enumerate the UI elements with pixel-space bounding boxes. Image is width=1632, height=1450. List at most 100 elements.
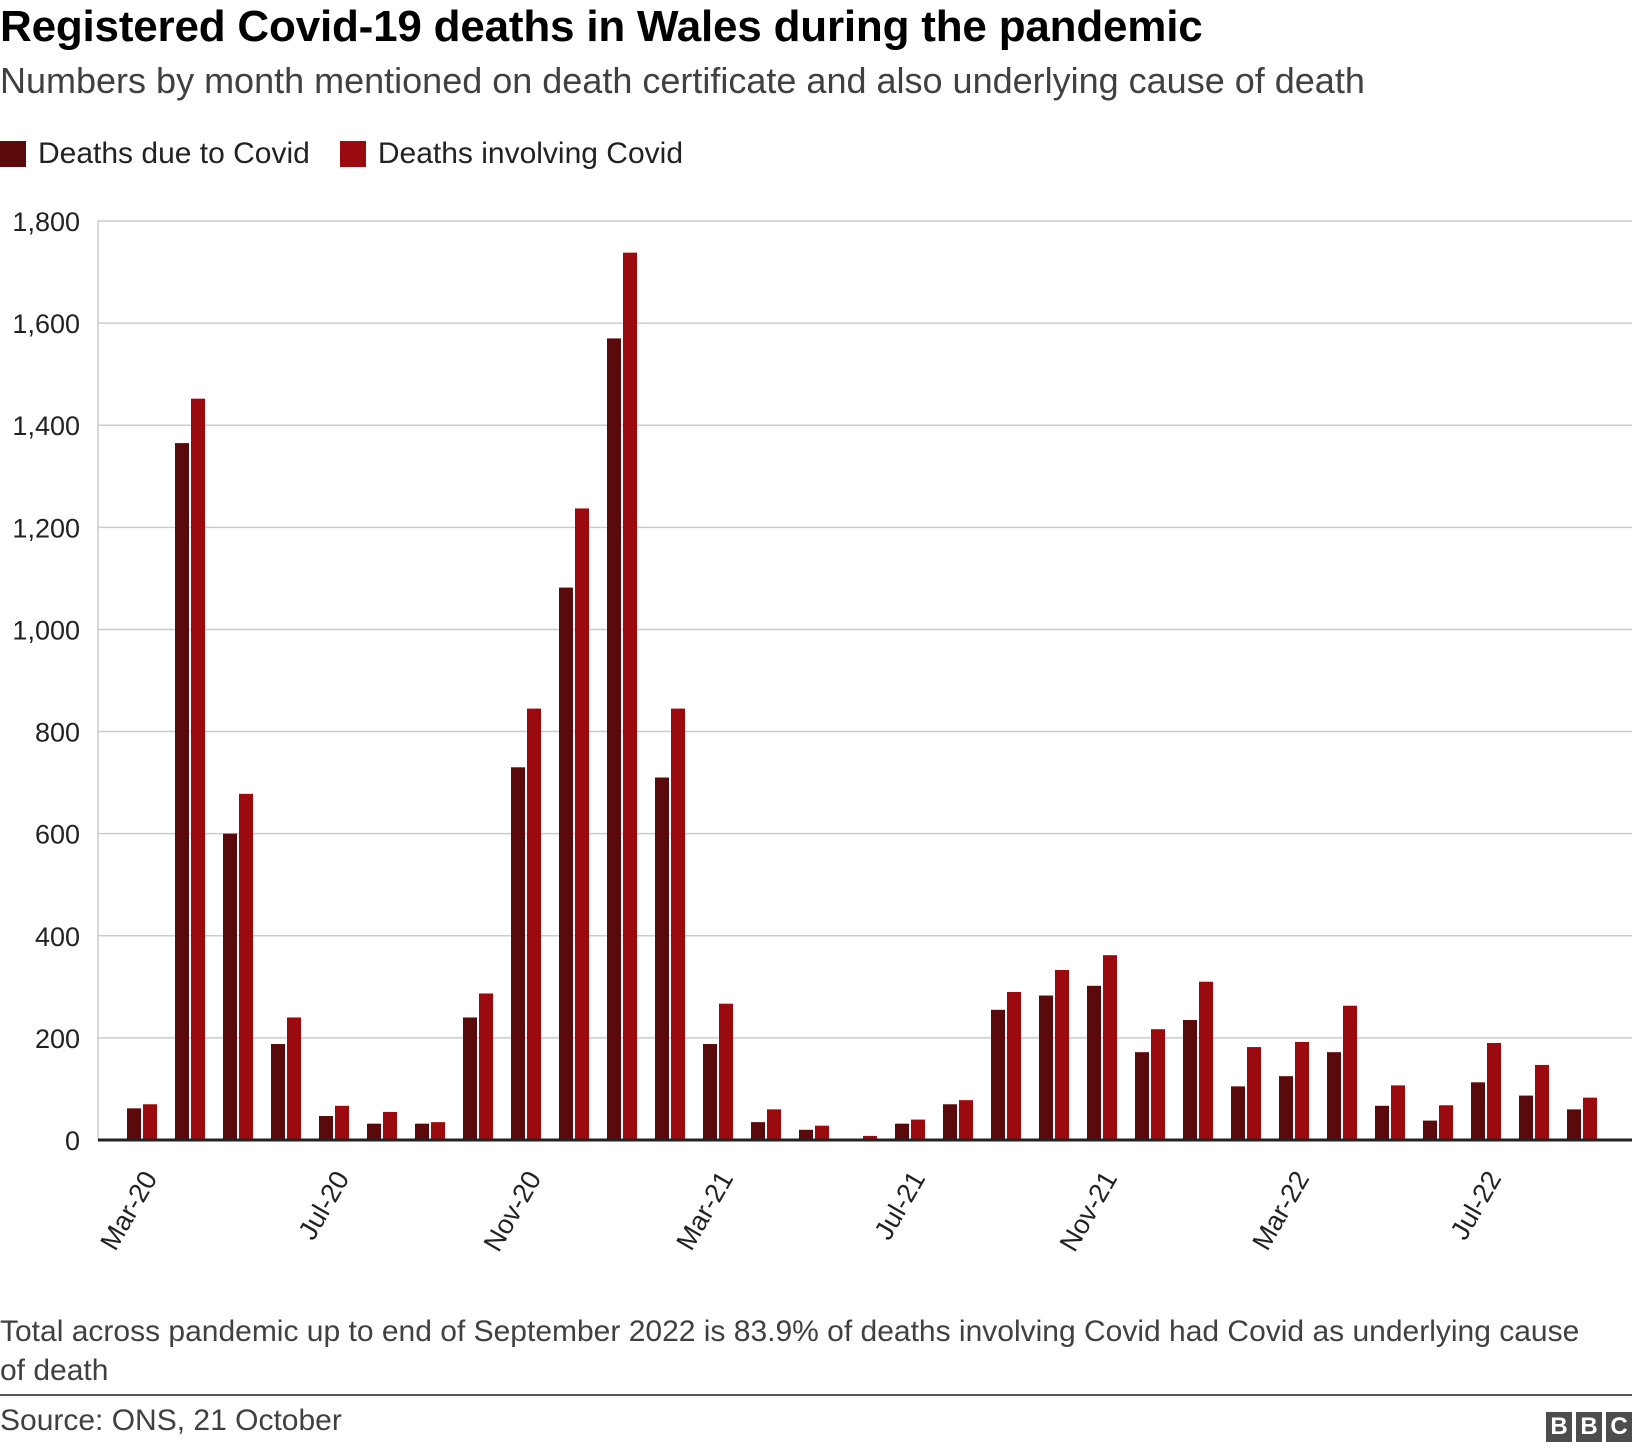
bar-involving [383, 1111, 397, 1140]
bar-due [895, 1123, 909, 1140]
bar-involving [863, 1135, 877, 1140]
bar-involving [1391, 1085, 1405, 1140]
bar-due [367, 1123, 381, 1140]
bar-involving [1295, 1041, 1309, 1140]
bar-involving [527, 708, 541, 1140]
y-tick-label: 1,400 [12, 411, 80, 441]
x-tick-label: Nov-21 [1054, 1166, 1124, 1256]
bar-due [1135, 1052, 1149, 1140]
x-axis-ticks: Mar-20 Jul-20 Nov-20 Mar-21 Jul-21 Nov-21 Mar-… [94, 1166, 1507, 1256]
bar-due [559, 587, 573, 1140]
x-tick-label: Jul-22 [1444, 1166, 1507, 1245]
bar-due [1567, 1109, 1581, 1140]
y-tick-label: 1,800 [12, 207, 80, 237]
y-tick-label: 800 [35, 718, 80, 748]
bar-due [1279, 1076, 1293, 1140]
bar-involving [1439, 1105, 1453, 1140]
x-tick-label: Mar-21 [670, 1166, 739, 1255]
bar-chart: 0 200 400 600 800 1,000 1,200 1,400 1,600 1,800 M… [12, 207, 1632, 1256]
bbc-logo: B B C [1542, 1412, 1632, 1442]
bar-involving [335, 1105, 349, 1140]
legend-swatch-due [0, 141, 26, 167]
bar-involving [191, 398, 205, 1140]
chart-subtitle: Numbers by month mentioned on death cert… [0, 60, 1365, 101]
bar-involving [767, 1109, 781, 1140]
bar-involving [671, 708, 685, 1140]
bbc-logo-block: B [1546, 1412, 1572, 1442]
legend-item-involving: Deaths involving Covid [339, 137, 683, 171]
legend-label-involving: Deaths involving Covid [377, 137, 683, 170]
bar-due [1519, 1095, 1533, 1140]
y-tick-label: 200 [35, 1024, 80, 1054]
bar-due [319, 1116, 333, 1140]
bar-involving [1343, 1005, 1357, 1140]
footer-divider [0, 1394, 1632, 1396]
bar-due [607, 338, 621, 1140]
y-tick-label: 600 [35, 820, 80, 850]
bbc-logo-block: C [1606, 1412, 1632, 1442]
bar-involving [1535, 1064, 1549, 1140]
bar-involving [1151, 1029, 1165, 1140]
bar-involving [1487, 1042, 1501, 1140]
bar-due [703, 1044, 717, 1140]
footnote: Total across pandemic up to end of Septe… [0, 1315, 1580, 1387]
bar-due [271, 1044, 285, 1140]
bars [127, 252, 1597, 1141]
bar-involving [1247, 1047, 1261, 1140]
bar-due [1039, 995, 1053, 1140]
bar-involving [959, 1100, 973, 1140]
bar-involving [1007, 991, 1021, 1140]
bar-involving [575, 508, 589, 1141]
x-tick-label: Mar-20 [94, 1166, 163, 1255]
bar-involving [719, 1003, 733, 1140]
y-tick-label: 1,000 [12, 615, 80, 645]
bar-due [415, 1123, 429, 1140]
bar-involving [143, 1104, 157, 1140]
bar-involving [1103, 955, 1117, 1140]
bar-involving [815, 1125, 829, 1140]
bar-due [1231, 1086, 1245, 1140]
bar-involving [911, 1119, 925, 1140]
legend: Deaths due to Covid Deaths involving Cov… [0, 136, 713, 172]
bar-due [991, 1009, 1005, 1140]
x-tick-label: Nov-20 [478, 1166, 548, 1256]
grid-lines [97, 220, 1632, 1140]
bar-due [751, 1122, 765, 1140]
bar-due [511, 767, 525, 1140]
bar-due [127, 1108, 141, 1140]
x-tick-label: Jul-20 [292, 1166, 355, 1245]
y-axis-ticks: 0 200 400 600 800 1,000 1,200 1,400 1,600 1,800 [12, 207, 80, 1156]
bar-due [223, 833, 237, 1140]
bar-due [175, 443, 189, 1140]
y-tick-label: 1,600 [12, 309, 80, 339]
bar-due [463, 1017, 477, 1140]
bar-due [1087, 985, 1101, 1140]
bar-involving [431, 1122, 445, 1140]
bar-involving [1199, 981, 1213, 1140]
source-text: Source: ONS, 21 October [0, 1404, 342, 1437]
bar-due [1423, 1120, 1437, 1140]
bar-due [799, 1129, 813, 1140]
bar-due [943, 1104, 957, 1140]
bar-involving [623, 252, 637, 1141]
bar-involving [479, 993, 493, 1140]
y-tick-label: 0 [65, 1126, 80, 1156]
y-tick-label: 400 [35, 922, 80, 952]
bar-due [1327, 1052, 1341, 1140]
chart-title: Registered Covid-19 deaths in Wales duri… [0, 2, 1203, 51]
bbc-logo-block: B [1576, 1412, 1602, 1442]
x-tick-label: Jul-21 [868, 1166, 931, 1245]
bar-due [1375, 1105, 1389, 1140]
bar-involving [287, 1017, 301, 1140]
bar-due [1183, 1020, 1197, 1140]
y-tick-label: 1,200 [12, 513, 80, 543]
legend-swatch-involving [339, 141, 366, 167]
bar-due [1471, 1082, 1485, 1140]
bar-involving [1055, 969, 1069, 1140]
x-tick-label: Mar-22 [1246, 1166, 1315, 1255]
bar-involving [1583, 1097, 1597, 1140]
bar-due [655, 777, 669, 1140]
legend-item-due: Deaths due to Covid [0, 137, 310, 171]
bar-involving [239, 793, 253, 1140]
legend-label-due: Deaths due to Covid [38, 137, 310, 170]
